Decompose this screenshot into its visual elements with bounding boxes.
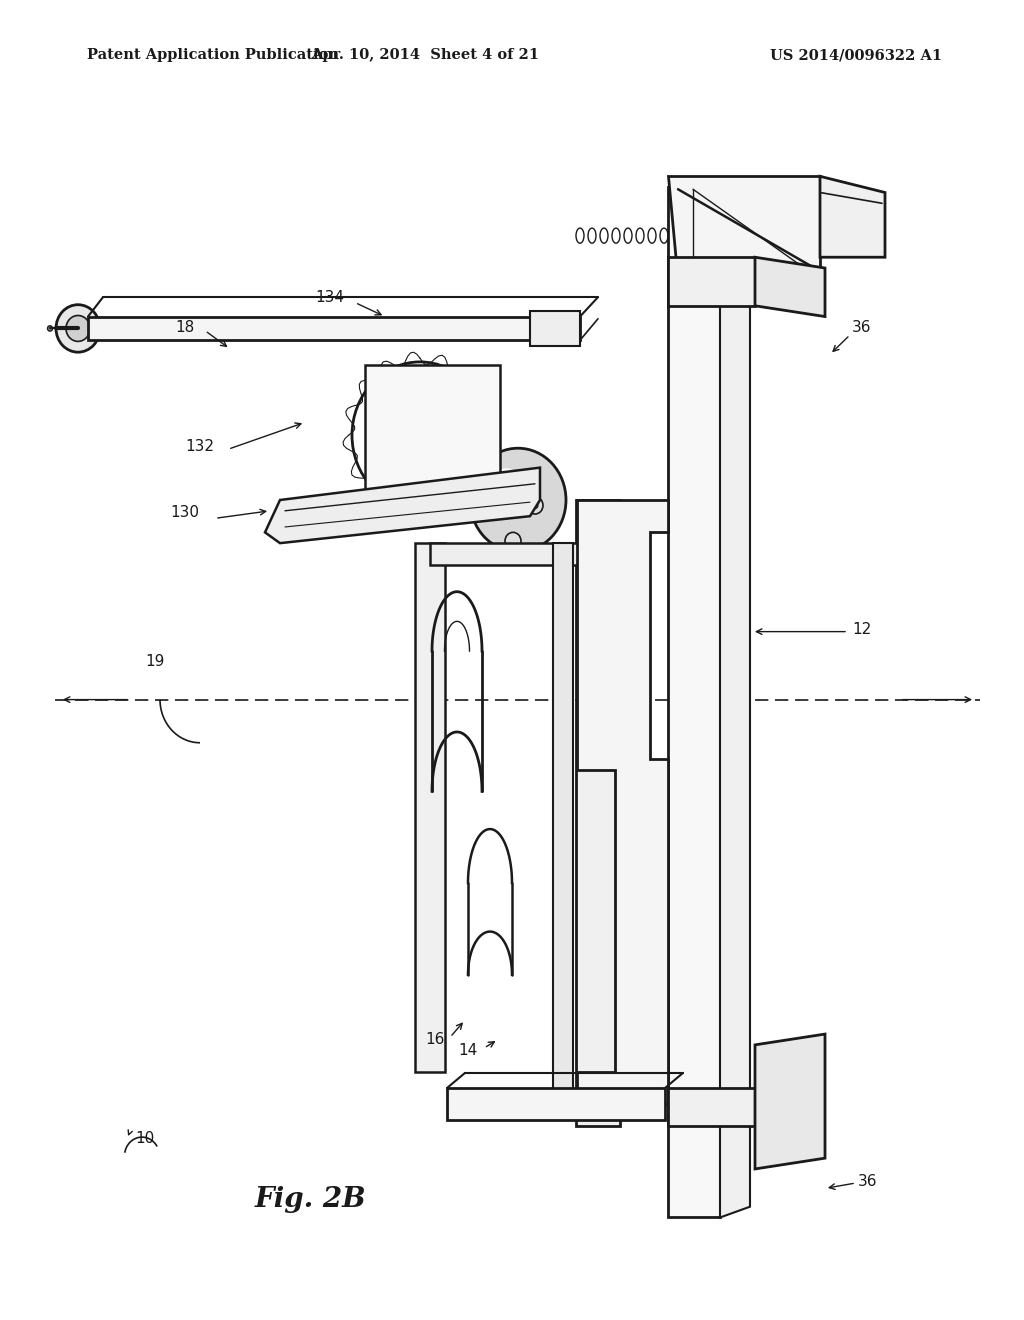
Text: Patent Application Publication: Patent Application Publication xyxy=(87,49,339,62)
Text: 130: 130 xyxy=(171,506,200,520)
Polygon shape xyxy=(265,467,540,543)
Text: 10: 10 xyxy=(135,1131,155,1146)
Polygon shape xyxy=(755,1034,825,1170)
Polygon shape xyxy=(668,257,755,306)
Polygon shape xyxy=(577,500,668,1105)
Text: 36: 36 xyxy=(858,1175,878,1189)
Polygon shape xyxy=(365,366,500,500)
Text: 18: 18 xyxy=(175,319,195,335)
Text: US 2014/0096322 A1: US 2014/0096322 A1 xyxy=(770,49,942,62)
Circle shape xyxy=(66,315,90,342)
Polygon shape xyxy=(755,257,825,317)
Text: 132: 132 xyxy=(185,438,214,454)
Polygon shape xyxy=(415,543,445,1072)
Text: Apr. 10, 2014  Sheet 4 of 21: Apr. 10, 2014 Sheet 4 of 21 xyxy=(311,49,539,62)
Polygon shape xyxy=(820,177,885,257)
Polygon shape xyxy=(88,317,580,341)
Circle shape xyxy=(470,449,566,552)
Polygon shape xyxy=(720,187,750,1217)
Circle shape xyxy=(505,532,521,549)
Circle shape xyxy=(492,469,520,499)
Text: 134: 134 xyxy=(315,289,344,305)
Polygon shape xyxy=(668,1088,755,1126)
Circle shape xyxy=(527,496,543,513)
Text: 19: 19 xyxy=(145,655,165,669)
Circle shape xyxy=(56,305,100,352)
Polygon shape xyxy=(668,177,820,284)
Polygon shape xyxy=(447,1088,665,1121)
Text: 36: 36 xyxy=(852,319,871,335)
Text: 12: 12 xyxy=(852,622,871,638)
Polygon shape xyxy=(668,187,720,1217)
Polygon shape xyxy=(530,312,580,346)
Circle shape xyxy=(532,502,538,508)
Text: 16: 16 xyxy=(425,1032,444,1047)
Circle shape xyxy=(442,502,449,508)
Text: Fig. 2B: Fig. 2B xyxy=(254,1185,366,1213)
Polygon shape xyxy=(430,543,580,565)
Polygon shape xyxy=(553,543,573,1105)
Circle shape xyxy=(437,496,453,513)
Ellipse shape xyxy=(47,326,52,331)
Polygon shape xyxy=(575,500,620,1126)
Text: 14: 14 xyxy=(459,1043,477,1057)
